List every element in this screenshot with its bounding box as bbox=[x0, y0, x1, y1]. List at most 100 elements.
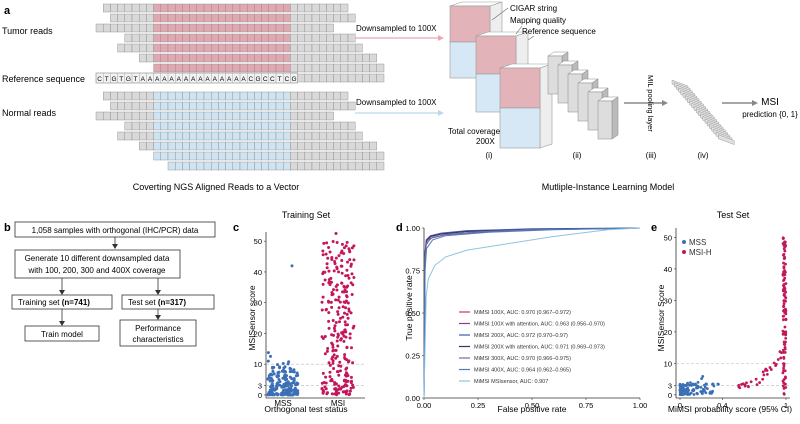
mss-point bbox=[287, 360, 291, 364]
normal-reads-label: Normal reads bbox=[2, 108, 57, 118]
svg-text:MiMSI 300X, AUC: 0.970 (0.966–: MiMSI 300X, AUC: 0.970 (0.966–0.975) bbox=[474, 356, 571, 362]
msi-point bbox=[349, 281, 353, 285]
msi-point bbox=[339, 338, 343, 342]
msi-prediction-label: prediction {0, 1} bbox=[742, 110, 798, 119]
msi-point bbox=[343, 328, 347, 332]
msi-h-point bbox=[781, 329, 785, 333]
train-model-text: Train model bbox=[41, 330, 83, 339]
mss-point bbox=[678, 382, 682, 386]
msi-point bbox=[335, 288, 339, 292]
mss-point bbox=[705, 387, 709, 391]
mss-point bbox=[291, 370, 295, 374]
mss-point bbox=[692, 393, 696, 396]
reference-base: A bbox=[220, 76, 225, 83]
msi-point bbox=[335, 370, 339, 374]
mss-point bbox=[274, 387, 278, 391]
msi-point bbox=[342, 251, 346, 255]
msi-point bbox=[321, 391, 325, 395]
y-tick-label: 1.00 bbox=[405, 224, 420, 233]
msi-point bbox=[345, 240, 349, 244]
x-tick-label: 1.00 bbox=[633, 401, 648, 410]
msi-point bbox=[350, 246, 354, 250]
y-tick-label: 20 bbox=[254, 329, 262, 338]
msi-point bbox=[335, 241, 339, 245]
legend-item: MiMSI 200X with attention, AUC: 0.971 (0… bbox=[459, 345, 605, 351]
roc-curve bbox=[423, 227, 641, 399]
mss-point bbox=[684, 388, 688, 391]
msi-h-point bbox=[784, 299, 787, 303]
msi-point bbox=[342, 339, 346, 343]
msi-point bbox=[321, 282, 325, 286]
aligned-reads bbox=[95, 3, 385, 171]
tensor-layer bbox=[499, 63, 553, 149]
mss-point bbox=[703, 385, 707, 389]
conv-layer bbox=[597, 96, 619, 140]
mss-point bbox=[704, 391, 708, 395]
msi-point bbox=[331, 359, 335, 363]
legend-item: MSS bbox=[682, 238, 706, 247]
svg-text:MiMSI MSIsensor, AUC: 0.907: MiMSI MSIsensor, AUC: 0.907 bbox=[474, 379, 548, 385]
training-set-title: Training Set bbox=[282, 210, 331, 220]
msi-point bbox=[352, 258, 356, 262]
msi-point bbox=[320, 300, 324, 304]
msi-point bbox=[335, 354, 339, 358]
msi-h-point bbox=[784, 330, 788, 334]
msi-h-point bbox=[783, 325, 787, 329]
msi-point bbox=[338, 300, 342, 304]
mss-point bbox=[287, 390, 291, 394]
msi-point bbox=[336, 344, 340, 348]
msi-h-point bbox=[769, 368, 773, 371]
y-tick-label: 0.25 bbox=[405, 352, 420, 361]
msi-point bbox=[349, 375, 353, 379]
mss-point bbox=[289, 389, 293, 393]
msi-point bbox=[327, 269, 331, 273]
msi-point bbox=[343, 311, 347, 315]
msi-point bbox=[345, 268, 349, 272]
svg-text:MiMSI 100X, AUC: 0.970 (0.967–: MiMSI 100X, AUC: 0.970 (0.967–0.972) bbox=[474, 310, 571, 316]
msi-h-point bbox=[782, 266, 786, 270]
reference-base: A bbox=[227, 76, 232, 83]
mss-point bbox=[711, 389, 715, 393]
msi-point bbox=[348, 392, 352, 396]
msi-h-point bbox=[783, 350, 787, 354]
msi-point bbox=[348, 250, 352, 254]
mss-point bbox=[283, 370, 287, 374]
panel-e-letter: e bbox=[651, 222, 657, 234]
normal-read bbox=[153, 151, 385, 161]
panel-b-letter: b bbox=[4, 222, 11, 234]
mss-point bbox=[270, 391, 274, 395]
legend-item: MiMSI 300X, AUC: 0.970 (0.966–0.975) bbox=[459, 356, 571, 362]
mss-point bbox=[271, 379, 275, 383]
y-tick-label: 50 bbox=[254, 237, 262, 246]
mss-point bbox=[290, 377, 294, 381]
legend-item: MiMSI 100X with attention, AUC: 0.963 (0… bbox=[459, 322, 605, 328]
msi-h-point bbox=[783, 276, 787, 280]
msi-point bbox=[328, 250, 332, 254]
msi-h-point bbox=[774, 364, 778, 368]
msi-h-point bbox=[782, 364, 786, 368]
msi-point bbox=[321, 253, 325, 257]
msi-point bbox=[327, 311, 331, 315]
mss-point bbox=[283, 376, 287, 380]
msi-h-point bbox=[783, 369, 787, 373]
total-coverage-value: 200X bbox=[476, 137, 495, 146]
mss-point bbox=[282, 385, 286, 389]
performance-box bbox=[119, 319, 197, 347]
instance-vector-stack bbox=[671, 79, 735, 145]
mss-point bbox=[685, 390, 689, 394]
msi-h-point bbox=[765, 369, 769, 372]
panel-d-letter: d bbox=[396, 222, 403, 234]
msi-point bbox=[323, 270, 327, 274]
msi-point bbox=[337, 254, 341, 258]
msi-point bbox=[340, 258, 344, 262]
msi-h-point bbox=[782, 302, 786, 306]
msi-h-point bbox=[783, 294, 787, 298]
msi-point bbox=[338, 320, 342, 324]
msi-title: MSI bbox=[761, 97, 779, 108]
panel-d-axes: 0.00 0.25 0.50 0.75 1.00 0.00 0.25 0.50 0.75 1.00 bbox=[405, 224, 647, 410]
mss-point bbox=[288, 393, 292, 397]
msi-point bbox=[334, 256, 338, 260]
msi-point bbox=[321, 371, 325, 375]
